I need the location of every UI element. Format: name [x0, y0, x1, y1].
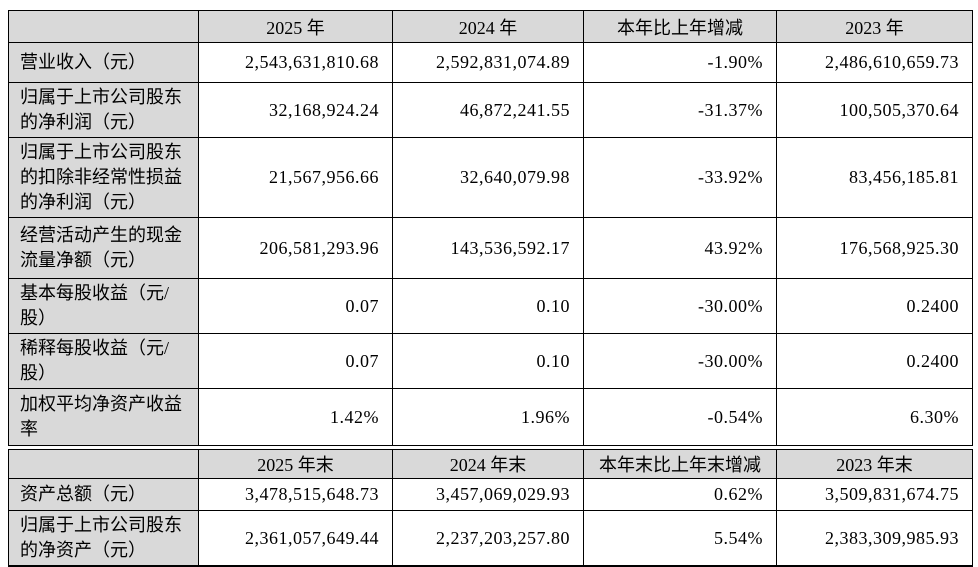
cell-change-value: -30.00% — [583, 278, 777, 334]
period-end-header-row: 2025 年末 2024 年末 本年末比上年末增减 2023 年末 — [8, 449, 973, 479]
row-label: 资产总额（元） — [8, 478, 199, 511]
corner-blank-cell — [8, 10, 199, 43]
row-label: 归属于上市公司股东的净资产（元） — [8, 510, 199, 567]
cell-2023-value: 3,509,831,674.75 — [776, 478, 973, 511]
cell-change-value: -30.00% — [583, 333, 777, 389]
cell-2023-value: 2,383,309,985.93 — [776, 510, 973, 567]
cell-2024-value: 143,536,592.17 — [392, 217, 584, 279]
cell-2025-value: 206,581,293.96 — [198, 217, 393, 279]
annual-header-row: 2025 年 2024 年 本年比上年增减 2023 年 — [8, 10, 973, 43]
table-row-diluted-eps: 稀释每股收益（元/股） 0.07 0.10 -30.00% 0.2400 — [8, 333, 973, 389]
table-row-weighted-avg-roe: 加权平均净资产收益率 1.42% 1.96% -0.54% 6.30% — [8, 388, 973, 446]
annual-data-table: 2025 年 2024 年 本年比上年增减 2023 年 营业收入（元） 2,5… — [8, 10, 973, 446]
cell-change-value: -33.92% — [583, 137, 777, 218]
cell-2023-value: 100,505,370.64 — [776, 82, 973, 138]
table-row-operating-cash-flow: 经营活动产生的现金流量净额（元） 206,581,293.96 143,536,… — [8, 217, 973, 279]
col-header-2023-end: 2023 年末 — [776, 449, 973, 479]
col-header-2023: 2023 年 — [776, 10, 973, 43]
row-label: 经营活动产生的现金流量净额（元） — [8, 217, 199, 279]
cell-2024-value: 32,640,079.98 — [392, 137, 584, 218]
cell-2025-value: 0.07 — [198, 333, 393, 389]
cell-2025-value: 1.42% — [198, 388, 393, 446]
cell-2023-value: 0.2400 — [776, 278, 973, 334]
cell-change-value: -31.37% — [583, 82, 777, 138]
cell-change-value: -1.90% — [583, 42, 777, 83]
col-header-2025-end: 2025 年末 — [198, 449, 393, 479]
cell-change-value: 5.54% — [583, 510, 777, 567]
cell-2024-value: 0.10 — [392, 333, 584, 389]
cell-2024-value: 1.96% — [392, 388, 584, 446]
cell-change-value: 43.92% — [583, 217, 777, 279]
col-header-yoy-change: 本年比上年增减 — [583, 10, 777, 43]
row-label: 稀释每股收益（元/股） — [8, 333, 199, 389]
cell-change-value: -0.54% — [583, 388, 777, 446]
cell-2024-value: 2,592,831,074.89 — [392, 42, 584, 83]
table-row-net-assets: 归属于上市公司股东的净资产（元） 2,361,057,649.44 2,237,… — [8, 510, 973, 567]
cell-2023-value: 83,456,185.81 — [776, 137, 973, 218]
col-header-2025: 2025 年 — [198, 10, 393, 43]
col-header-end-yoy-change: 本年末比上年末增减 — [583, 449, 777, 479]
table-row-total-assets: 资产总额（元） 3,478,515,648.73 3,457,069,029.9… — [8, 478, 973, 511]
cell-2023-value: 2,486,610,659.73 — [776, 42, 973, 83]
row-label: 营业收入（元） — [8, 42, 199, 83]
table-row-net-profit: 归属于上市公司股东的净利润（元） 32,168,924.24 46,872,24… — [8, 82, 973, 138]
table-row-basic-eps: 基本每股收益（元/股） 0.07 0.10 -30.00% 0.2400 — [8, 278, 973, 334]
cell-2025-value: 32,168,924.24 — [198, 82, 393, 138]
col-header-2024: 2024 年 — [392, 10, 584, 43]
cell-2025-value: 0.07 — [198, 278, 393, 334]
cell-2025-value: 3,478,515,648.73 — [198, 478, 393, 511]
row-label: 归属于上市公司股东的扣除非经常性损益的净利润（元） — [8, 137, 199, 218]
period-end-table: 2025 年末 2024 年末 本年末比上年末增减 2023 年末 资产总额（元… — [8, 449, 973, 567]
table-row-revenue: 营业收入（元） 2,543,631,810.68 2,592,831,074.8… — [8, 42, 973, 83]
cell-2025-value: 2,543,631,810.68 — [198, 42, 393, 83]
cell-2024-value: 46,872,241.55 — [392, 82, 584, 138]
row-label: 归属于上市公司股东的净利润（元） — [8, 82, 199, 138]
cell-2024-value: 3,457,069,029.93 — [392, 478, 584, 511]
table-row-net-profit-after-nonrecurring: 归属于上市公司股东的扣除非经常性损益的净利润（元） 21,567,956.66 … — [8, 137, 973, 218]
cell-2023-value: 0.2400 — [776, 333, 973, 389]
col-header-2024-end: 2024 年末 — [392, 449, 584, 479]
cell-2024-value: 0.10 — [392, 278, 584, 334]
corner-blank-cell — [8, 449, 199, 479]
cell-2023-value: 176,568,925.30 — [776, 217, 973, 279]
cell-change-value: 0.62% — [583, 478, 777, 511]
cell-2025-value: 2,361,057,649.44 — [198, 510, 393, 567]
cell-2024-value: 2,237,203,257.80 — [392, 510, 584, 567]
cell-2023-value: 6.30% — [776, 388, 973, 446]
row-label: 加权平均净资产收益率 — [8, 388, 199, 446]
row-label: 基本每股收益（元/股） — [8, 278, 199, 334]
cell-2025-value: 21,567,956.66 — [198, 137, 393, 218]
